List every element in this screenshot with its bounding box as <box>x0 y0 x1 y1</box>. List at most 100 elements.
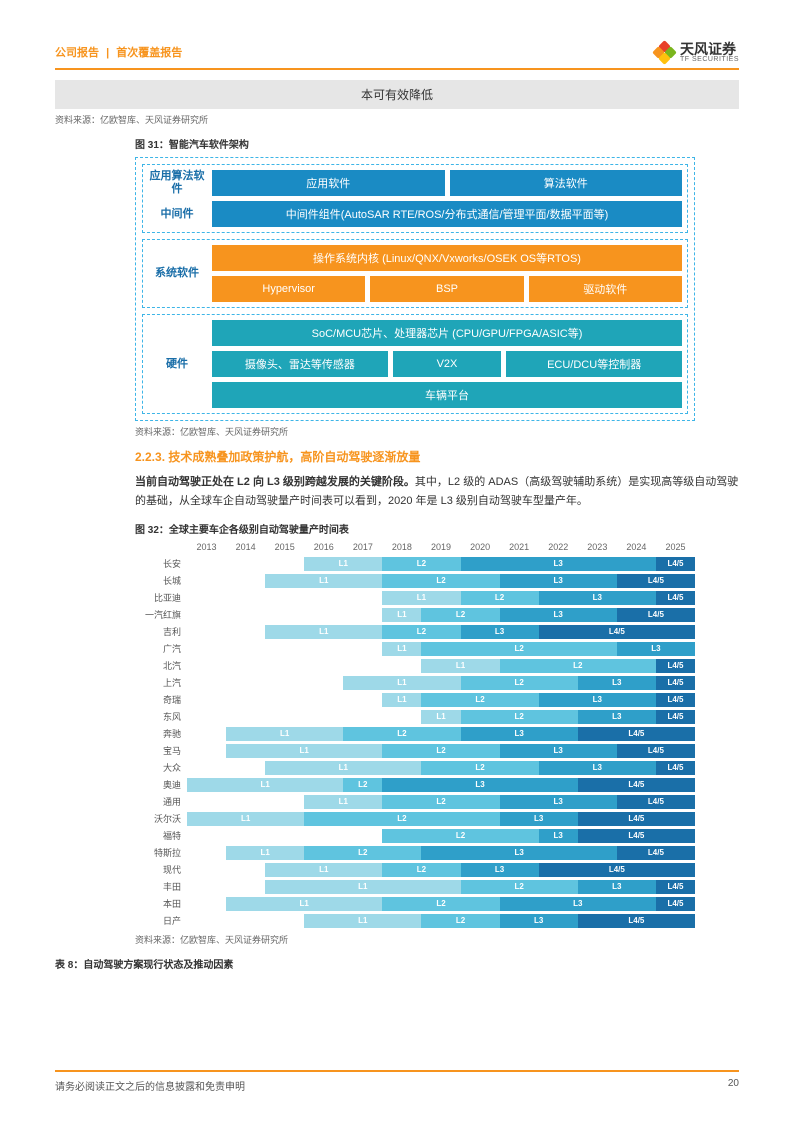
timeline-segment: L3 <box>500 812 578 826</box>
timeline-bars: L1L2L3L4/5 <box>187 795 695 809</box>
timeline-segment: L4/5 <box>578 829 695 843</box>
timeline-segment: L2 <box>382 557 460 571</box>
timeline-segment: L3 <box>461 557 656 571</box>
timeline-segment: L3 <box>461 625 539 639</box>
timeline-segment: L4/5 <box>656 693 695 707</box>
arch-group: 应用算法软件应用软件算法软件中间件中间件组件(AutoSAR RTE/ROS/分… <box>142 164 688 233</box>
arch-cell-line: 摄像头、雷达等传感器V2XECU/DCU等控制器 <box>212 351 682 377</box>
paragraph-bold: 当前自动驾驶正处在 L2 向 L3 级别跨越发展的关键阶段。 <box>135 476 415 488</box>
timeline-bars: L1L2L3L4/5 <box>187 778 695 792</box>
architecture-diagram: 应用算法软件应用软件算法软件中间件中间件组件(AutoSAR RTE/ROS/分… <box>135 157 695 421</box>
grey-info-box: 本可有效降低 <box>55 80 739 109</box>
logo-mark-icon <box>652 40 676 64</box>
timeline-row: 日产L1L2L3L4/5 <box>135 913 695 929</box>
timeline-row: 福特L2L3L4/5 <box>135 828 695 844</box>
timeline-segment: L2 <box>421 761 538 775</box>
arch-row: 硬件SoC/MCU芯片、处理器芯片 (CPU/GPU/FPGA/ASIC等)摄像… <box>148 320 682 408</box>
timeline-row-label: 宝马 <box>135 744 187 757</box>
arch-cell: BSP <box>370 276 523 302</box>
timeline-segment: L4/5 <box>656 659 695 673</box>
report-subtype: 首次覆盖报告 <box>116 47 182 59</box>
figure-32-title: 图 32：全球主要车企各级别自动驾驶量产时间表 <box>135 521 739 536</box>
timeline-bars: L1L2L3L4/5 <box>187 846 695 860</box>
timeline-row-label: 广汽 <box>135 642 187 655</box>
company-logo: 天风证券 TF SECURITIES <box>652 40 739 64</box>
timeline-segment: L2 <box>421 608 499 622</box>
year-label: 2017 <box>343 542 382 552</box>
timeline-segment: L3 <box>500 744 617 758</box>
arch-cell: Hypervisor <box>212 276 365 302</box>
arch-cell-line: 车辆平台 <box>212 382 682 408</box>
timeline-segment: L4/5 <box>539 625 695 639</box>
year-label: 2021 <box>500 542 539 552</box>
timeline-row-label: 奔驰 <box>135 727 187 740</box>
timeline-segment: L2 <box>382 829 538 843</box>
timeline-segment: L2 <box>382 897 499 911</box>
timeline-row: 东风L1L2L3L4/5 <box>135 709 695 725</box>
timeline-row-label: 吉利 <box>135 625 187 638</box>
timeline-row: 现代L1L2L3L4/5 <box>135 862 695 878</box>
report-category: 公司报告 <box>55 47 99 59</box>
arch-cell-line: HypervisorBSP驱动软件 <box>212 276 682 302</box>
arch-row-label: 应用算法软件 <box>148 170 206 196</box>
timeline-segment: L2 <box>382 744 499 758</box>
timeline-segment: L4/5 <box>656 557 695 571</box>
timeline-segment: L1 <box>265 880 460 894</box>
timeline-bars: L1L2L3L4/5 <box>187 744 695 758</box>
timeline-bars: L1L2L3L4/5 <box>187 863 695 877</box>
timeline-segment: L3 <box>578 710 656 724</box>
timeline-segment: L2 <box>421 914 499 928</box>
timeline-segment: L3 <box>500 608 617 622</box>
timeline-segment: L4/5 <box>656 880 695 894</box>
timeline-segment: L4/5 <box>617 574 695 588</box>
year-label: 2023 <box>578 542 617 552</box>
timeline-segment: L1 <box>382 591 460 605</box>
timeline-segment: L1 <box>265 625 382 639</box>
year-label: 2014 <box>226 542 265 552</box>
timeline-segment: L2 <box>421 693 538 707</box>
timeline-segment: L1 <box>421 659 499 673</box>
timeline-segment: L2 <box>421 642 616 656</box>
timeline-segment: L3 <box>578 676 656 690</box>
year-label: 2016 <box>304 542 343 552</box>
timeline-segment: L1 <box>187 778 343 792</box>
timeline-segment: L4/5 <box>578 778 695 792</box>
timeline-bars: L1L2L3L4/5 <box>187 591 695 605</box>
timeline-segment: L3 <box>500 795 617 809</box>
timeline-segment: L2 <box>461 880 578 894</box>
year-label: 2025 <box>656 542 695 552</box>
section-heading: 技术成熟叠加政策护航，高阶自动驾驶逐渐放量 <box>168 450 420 464</box>
timeline-bars: L1L2L3L4/5 <box>187 761 695 775</box>
timeline-segment: L4/5 <box>578 727 695 741</box>
arch-cell-line: 中间件组件(AutoSAR RTE/ROS/分布式通信/管理平面/数据平面等) <box>212 201 682 227</box>
timeline-row: 长安L1L2L3L4/5 <box>135 556 695 572</box>
timeline-row: 上汽L1L2L3L4/5 <box>135 675 695 691</box>
year-label: 2022 <box>539 542 578 552</box>
year-label: 2024 <box>617 542 656 552</box>
logo-text-cn: 天风证券 <box>680 42 739 56</box>
arch-group: 硬件SoC/MCU芯片、处理器芯片 (CPU/GPU/FPGA/ASIC等)摄像… <box>142 314 688 414</box>
timeline-segment: L2 <box>461 710 578 724</box>
timeline-segment: L2 <box>343 727 460 741</box>
source-text-1: 资料来源：亿欧智库、天风证券研究所 <box>55 113 739 126</box>
timeline-row-label: 上汽 <box>135 676 187 689</box>
timeline-bars: L1L2L3 <box>187 642 695 656</box>
timeline-segment: L3 <box>617 642 695 656</box>
timeline-segment: L4/5 <box>656 710 695 724</box>
timeline-segment: L4/5 <box>578 812 695 826</box>
timeline-segment: L2 <box>382 574 499 588</box>
timeline-row: 吉利L1L2L3L4/5 <box>135 624 695 640</box>
header-category: 公司报告 | 首次覆盖报告 <box>55 44 182 60</box>
timeline-segment: L3 <box>539 591 656 605</box>
timeline-segment: L3 <box>539 693 656 707</box>
section-number: 2.2.3. <box>135 450 165 464</box>
timeline-row: 奇瑞L1L2L3L4/5 <box>135 692 695 708</box>
timeline-segment: L1 <box>343 676 460 690</box>
timeline-segment: L3 <box>500 914 578 928</box>
timeline-segment: L4/5 <box>617 795 695 809</box>
arch-cell: 车辆平台 <box>212 382 682 408</box>
year-label: 2020 <box>461 542 500 552</box>
timeline-row-label: 现代 <box>135 863 187 876</box>
timeline-row-label: 长安 <box>135 557 187 570</box>
timeline-bars: L1L2L3L4/5 <box>187 710 695 724</box>
